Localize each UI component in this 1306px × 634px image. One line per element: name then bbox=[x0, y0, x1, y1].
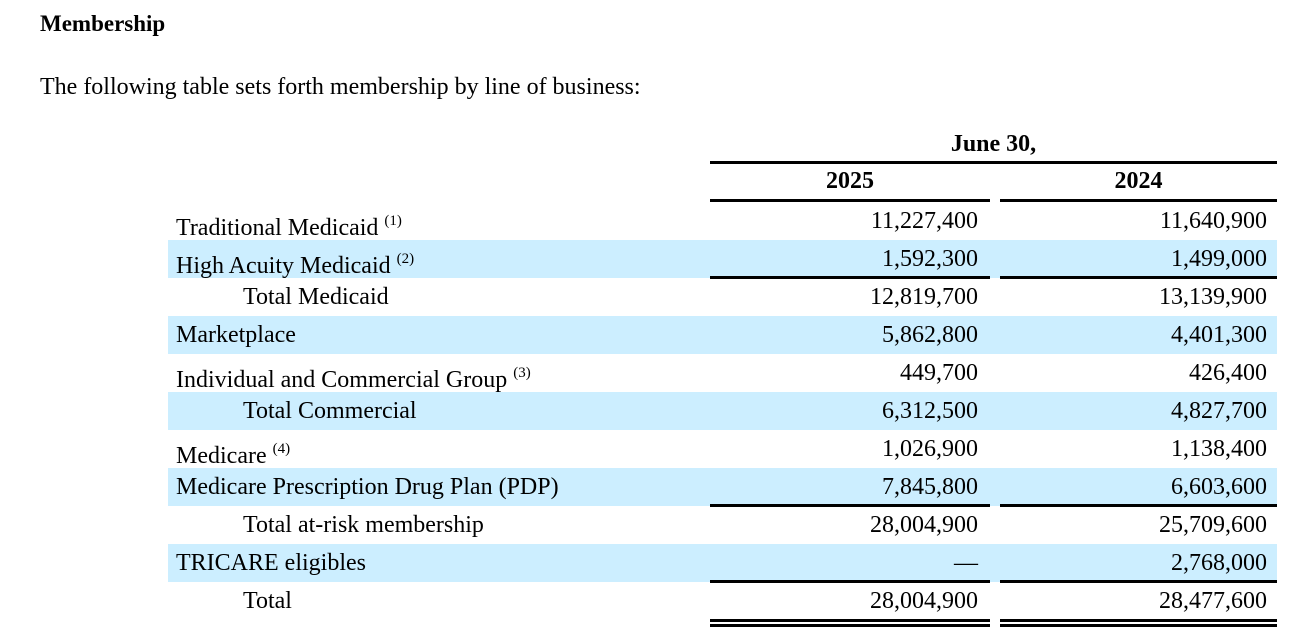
value-2024: 13,139,900 bbox=[1159, 284, 1267, 310]
total-double-rule bbox=[710, 624, 990, 627]
table-row: Total 28,004,900 28,477,600 bbox=[168, 582, 1277, 620]
total-double-rule bbox=[1000, 624, 1277, 627]
subtotal-rule bbox=[710, 276, 990, 279]
table-row: TRICARE eligibles — 2,768,000 bbox=[168, 544, 1277, 582]
footnote-ref: (3) bbox=[513, 365, 531, 381]
row-label-text: Medicare Prescription Drug Plan (PDP) bbox=[176, 474, 559, 500]
column-header-2024: 2024 bbox=[1114, 168, 1163, 194]
row-label: Medicare (4) bbox=[176, 430, 290, 475]
value-2024: 11,640,900 bbox=[1159, 208, 1267, 234]
footnote-ref: (4) bbox=[272, 441, 291, 457]
table-row: Total at-risk membership 28,004,900 25,709… bbox=[168, 506, 1277, 544]
column-rule-2025 bbox=[710, 199, 990, 202]
row-label: Total at-risk membership bbox=[243, 506, 484, 544]
subtotal-rule bbox=[1000, 504, 1277, 507]
value-2024: 2,768,000 bbox=[1171, 550, 1267, 576]
row-label-text: Total Commercial bbox=[243, 398, 417, 424]
value-2024: 1,499,000 bbox=[1171, 246, 1267, 272]
period-header: June 30, bbox=[950, 131, 1037, 157]
total-double-rule bbox=[1000, 619, 1277, 622]
footnote-ref: (2) bbox=[396, 251, 415, 267]
value-2025: 7,845,800 bbox=[882, 474, 978, 500]
intro-text: The following table sets forth membershi… bbox=[40, 74, 641, 100]
value-2025: 28,004,900 bbox=[870, 512, 978, 538]
column-rule-2024 bbox=[1000, 199, 1277, 202]
row-label-text: Marketplace bbox=[176, 322, 296, 348]
value-2024: 28,477,600 bbox=[1159, 588, 1267, 614]
footnote-ref: (1) bbox=[384, 213, 402, 229]
row-label: Total Commercial bbox=[243, 392, 417, 430]
value-2025: 1,026,900 bbox=[882, 436, 978, 462]
value-2024: 4,401,300 bbox=[1171, 322, 1267, 348]
row-label-text: Medicare bbox=[176, 443, 267, 469]
value-2024: 25,709,600 bbox=[1159, 512, 1267, 538]
row-label: Individual and Commercial Group (3) bbox=[176, 354, 531, 399]
row-label: Marketplace bbox=[176, 316, 296, 354]
table-row: Total Commercial 6,312,500 4,827,700 bbox=[168, 392, 1277, 430]
row-label: Medicare Prescription Drug Plan (PDP) bbox=[176, 468, 559, 506]
table-row: High Acuity Medicaid (2) 1,592,300 1,499,00… bbox=[168, 240, 1277, 279]
value-2025: 449,700 bbox=[900, 360, 978, 386]
row-label-text: High Acuity Medicaid bbox=[176, 253, 391, 279]
row-label: Total Medicaid bbox=[243, 278, 389, 316]
table-row: Total Medicaid 12,819,700 13,139,900 bbox=[168, 278, 1277, 316]
row-label-text: Total bbox=[243, 588, 292, 614]
subtotal-rule bbox=[1000, 580, 1277, 583]
value-2025: 5,862,800 bbox=[882, 322, 978, 348]
value-2025: 12,819,700 bbox=[870, 284, 978, 310]
row-label-text: Total Medicaid bbox=[243, 284, 389, 310]
row-label: TRICARE eligibles bbox=[176, 544, 366, 582]
subtotal-rule bbox=[710, 580, 990, 583]
subtotal-rule bbox=[710, 504, 990, 507]
value-2024: 6,603,600 bbox=[1171, 474, 1267, 500]
table-row: Individual and Commercial Group (3) 449,70… bbox=[168, 354, 1277, 393]
table-row: Medicare Prescription Drug Plan (PDP) 7,8… bbox=[168, 468, 1277, 506]
row-label-text: Individual and Commercial Group bbox=[176, 367, 508, 393]
value-2025: 11,227,400 bbox=[870, 208, 978, 234]
row-label-text: Total at-risk membership bbox=[243, 512, 484, 538]
section-title: Membership bbox=[40, 11, 166, 36]
table-row: Traditional Medicaid (1) 11,227,400 11,640,… bbox=[168, 202, 1277, 241]
row-label-text: Traditional Medicaid bbox=[176, 215, 379, 241]
table-row: Medicare (4) 1,026,900 1,138,400 bbox=[168, 430, 1277, 469]
subtotal-rule bbox=[1000, 276, 1277, 279]
header-rule bbox=[710, 161, 1277, 164]
value-2024: 426,400 bbox=[1189, 360, 1267, 386]
table-row: Marketplace 5,862,800 4,401,300 bbox=[168, 316, 1277, 354]
value-2024: 4,827,700 bbox=[1171, 398, 1267, 424]
row-label: High Acuity Medicaid (2) bbox=[176, 240, 414, 285]
row-label: Total bbox=[243, 582, 292, 620]
total-double-rule bbox=[710, 619, 990, 622]
column-header-2025: 2025 bbox=[826, 168, 874, 194]
row-label-text: TRICARE eligibles bbox=[176, 550, 366, 576]
value-2024: 1,138,400 bbox=[1171, 436, 1267, 462]
value-2025: 1,592,300 bbox=[882, 246, 978, 272]
value-2025: — bbox=[954, 550, 978, 576]
value-2025: 28,004,900 bbox=[870, 588, 978, 614]
row-label: Traditional Medicaid (1) bbox=[176, 202, 402, 247]
value-2025: 6,312,500 bbox=[882, 398, 978, 424]
